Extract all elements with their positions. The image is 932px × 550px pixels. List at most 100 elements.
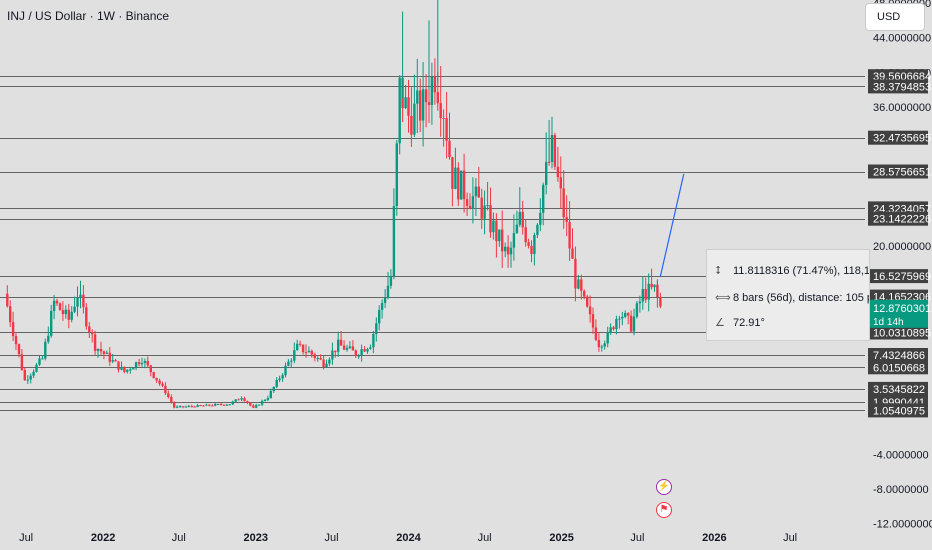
- candle-body: [158, 380, 161, 384]
- current-price-label-bg: [868, 299, 928, 328]
- candle-body: [325, 363, 328, 368]
- x-tick-label: Jul: [324, 532, 338, 544]
- candle-body: [29, 375, 32, 380]
- candle-body: [108, 352, 111, 362]
- currency-button[interactable]: USD: [865, 3, 925, 31]
- candle-body: [216, 404, 220, 405]
- candle-body: [439, 103, 442, 118]
- level-label: 1.0540975: [873, 405, 925, 417]
- candle-body: [588, 306, 592, 315]
- candle-body: [38, 358, 41, 365]
- candle-body: [82, 294, 85, 308]
- candle-body: [615, 319, 618, 330]
- candle-body: [167, 393, 170, 397]
- candle-body: [161, 383, 164, 386]
- candle-body: [52, 300, 56, 311]
- candle-body: [635, 303, 639, 317]
- candle-body: [240, 398, 243, 400]
- candle-body: [486, 205, 489, 206]
- candle-body: [313, 354, 316, 358]
- candle-body: [91, 332, 94, 335]
- candle-body: [281, 375, 284, 379]
- candle-body: [392, 206, 396, 277]
- candle-body: [629, 315, 633, 332]
- x-tick-label: 2025: [549, 532, 573, 544]
- candle-body: [501, 229, 504, 252]
- candle-body: [123, 366, 126, 372]
- candle-body: [509, 247, 513, 255]
- candle-body: [363, 349, 366, 352]
- lightning-icon[interactable]: ⚡: [656, 479, 672, 495]
- candle-body: [152, 372, 155, 378]
- candle-body: [228, 404, 231, 406]
- candle-body: [612, 327, 615, 330]
- candle-body: [591, 314, 595, 328]
- candle-body: [275, 380, 278, 387]
- candle-body: [187, 406, 190, 408]
- candle-body: [293, 350, 296, 361]
- candle-body: [149, 365, 152, 373]
- candle-body: [512, 233, 516, 248]
- y-tick-label: 44.0000000: [873, 33, 931, 45]
- candle-body: [433, 76, 437, 93]
- candle-body: [424, 89, 428, 103]
- current-price-label: 12.8760301: [873, 303, 931, 315]
- candle-body: [202, 405, 205, 407]
- candle-body: [383, 298, 387, 303]
- candle-body: [644, 289, 647, 300]
- candle-body: [181, 406, 185, 408]
- candle-body: [269, 391, 272, 399]
- candle-body: [421, 89, 425, 121]
- candle-body: [50, 310, 53, 336]
- candle-body: [96, 349, 100, 351]
- candle-body: [93, 334, 97, 351]
- candle-body: [553, 135, 557, 167]
- candle-body: [559, 177, 562, 189]
- y-tick-label: -8.0000000: [873, 484, 929, 496]
- candle-body: [164, 385, 167, 394]
- candle-body: [609, 327, 612, 333]
- candle-body: [9, 306, 12, 323]
- x-tick-label: Jul: [478, 532, 492, 544]
- candle-body: [641, 289, 644, 302]
- candle-body: [506, 246, 510, 255]
- candle-body: [483, 205, 486, 219]
- candle-body: [536, 224, 539, 235]
- candle-body: [17, 344, 21, 355]
- candle-body: [146, 361, 149, 366]
- candle-body: [442, 118, 445, 119]
- flag-icon[interactable]: ⚑: [656, 502, 672, 518]
- candle-body: [129, 369, 132, 371]
- candle-body: [504, 246, 507, 252]
- candle-body: [339, 339, 343, 346]
- candle-body: [222, 404, 226, 406]
- level-label: 28.5756651: [873, 167, 931, 179]
- candle-body: [126, 369, 129, 372]
- candle-body: [20, 354, 24, 370]
- candle-body: [263, 399, 267, 401]
- candle-body: [170, 397, 173, 403]
- candle-body: [524, 227, 527, 243]
- candle-body: [257, 404, 261, 406]
- candle-body: [255, 405, 258, 408]
- candle-body: [319, 358, 322, 360]
- candle-body: [199, 405, 202, 407]
- candle-body: [11, 322, 15, 337]
- candle-body: [58, 303, 62, 311]
- candle-body: [603, 343, 606, 347]
- candle-body: [659, 297, 662, 307]
- level-label-bg: [868, 211, 928, 226]
- candle-body: [577, 279, 580, 289]
- candle-body: [407, 97, 410, 116]
- candle-body: [252, 405, 255, 408]
- candle-body: [41, 358, 44, 360]
- candle-body: [580, 279, 583, 291]
- candle-body: [586, 296, 589, 307]
- level-label: 32.4735695: [873, 133, 931, 145]
- candle-body: [47, 335, 50, 342]
- level-label: 16.5275969: [873, 271, 931, 283]
- candle-body: [114, 360, 117, 362]
- x-tick-label: 2023: [244, 532, 268, 544]
- candle-body: [632, 316, 636, 332]
